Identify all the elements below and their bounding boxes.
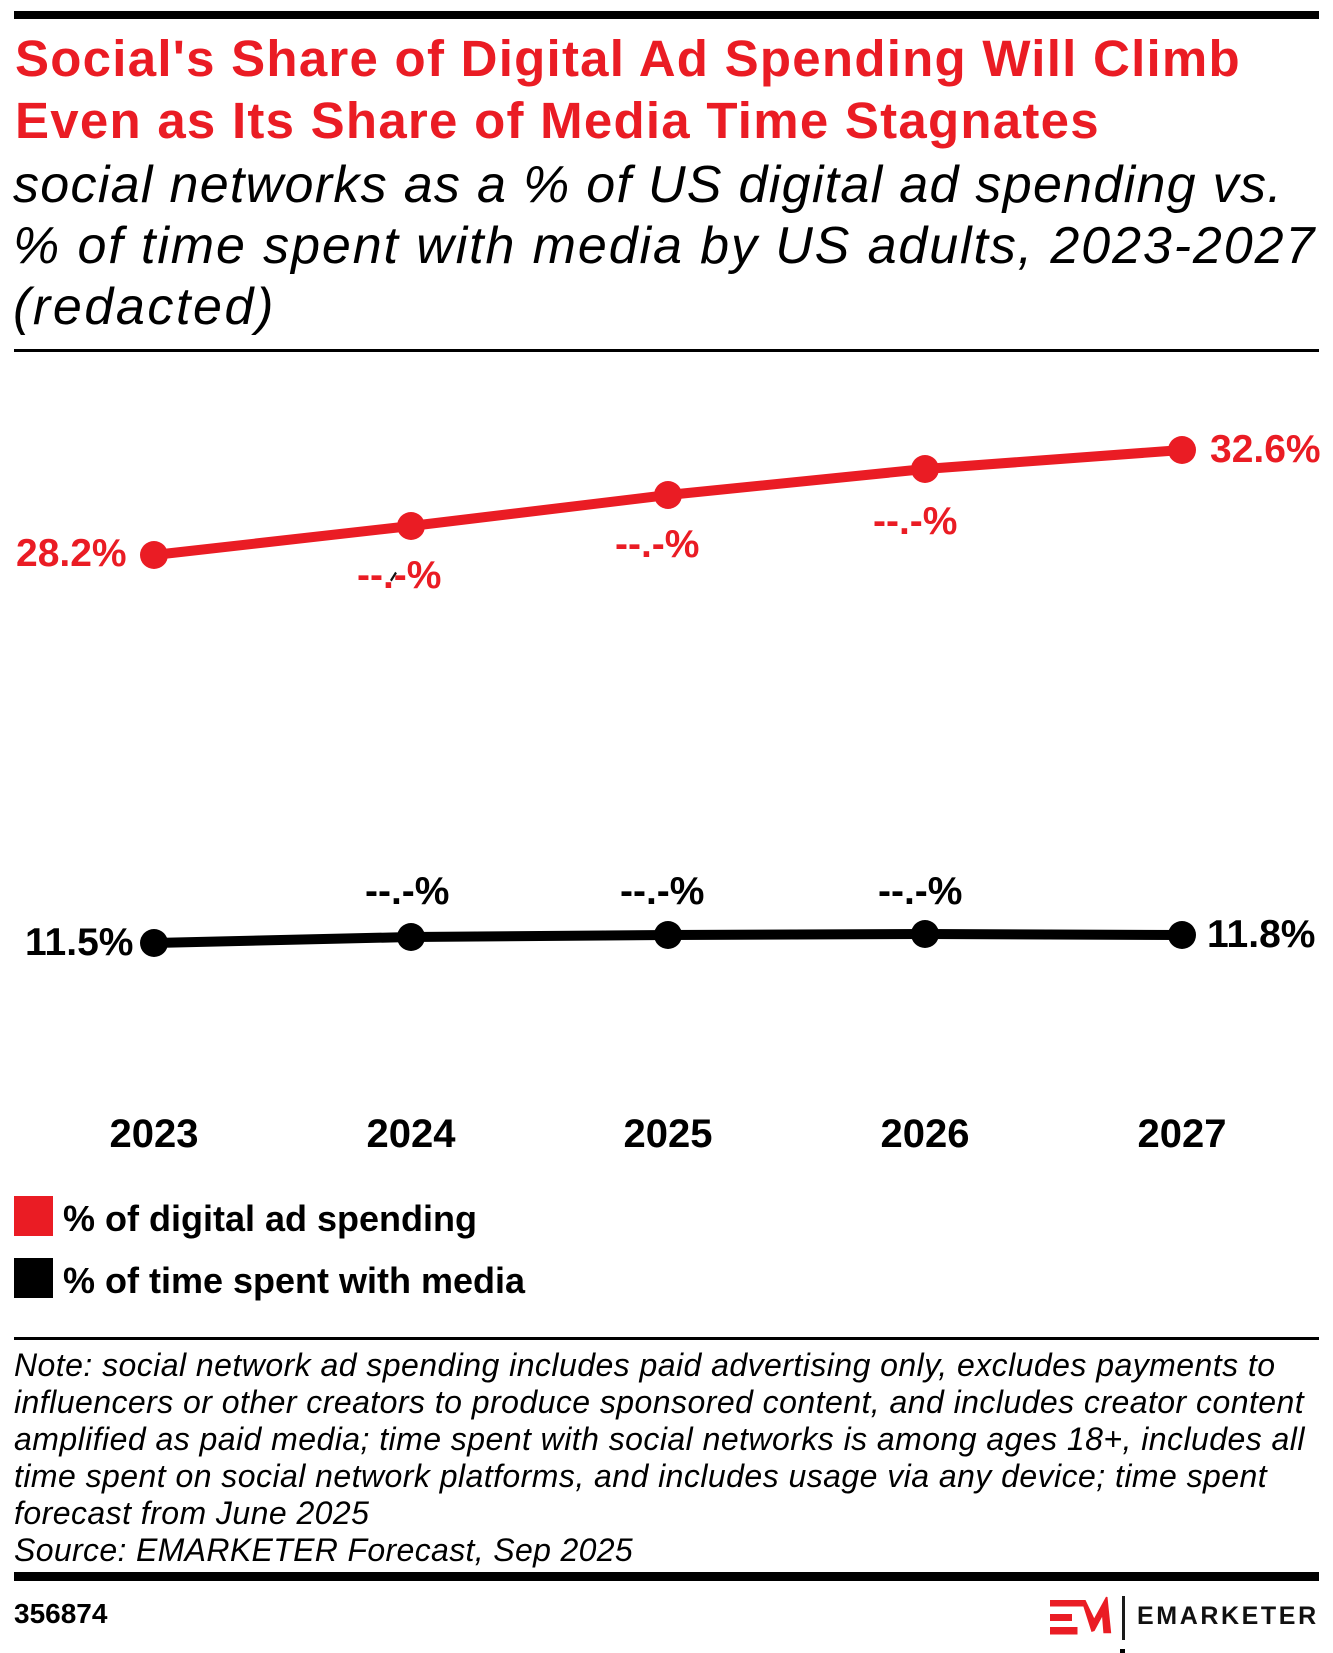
svg-text:EMARKETER: EMARKETER <box>1137 1602 1319 1630</box>
